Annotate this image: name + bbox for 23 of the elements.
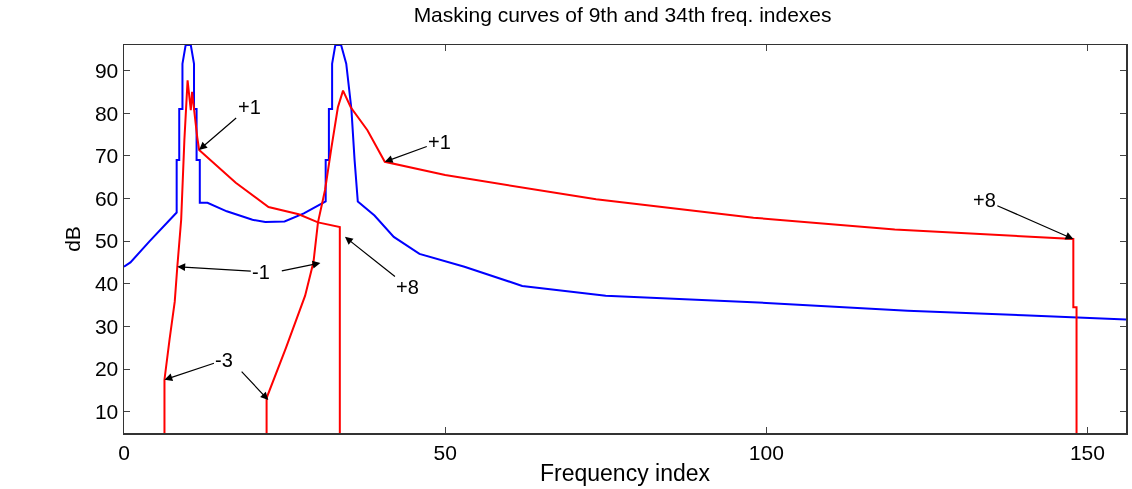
x-tick-label: 50	[433, 440, 457, 464]
x-tick-label: 150	[1069, 440, 1105, 464]
annotation: -1	[252, 261, 270, 283]
annotation: +8	[973, 189, 996, 211]
annotation: +1	[238, 96, 261, 118]
x-axis-title: Frequency index	[539, 460, 711, 487]
x-tick-label: 0	[118, 440, 130, 464]
chart-title: Masking curves of 9th and 34th freq. indexes	[413, 3, 832, 27]
y-tick-label: 10	[94, 400, 119, 424]
y-tick-label: 30	[94, 314, 119, 338]
y-tick-label: 40	[94, 272, 119, 296]
y-tick-label: 60	[94, 186, 119, 210]
y-tick-label: 20	[94, 357, 119, 381]
y-tick-label: 70	[94, 144, 119, 168]
x-tick-label: 100	[748, 440, 784, 464]
line-series	[124, 45, 1126, 321]
annotation: -3	[215, 349, 233, 371]
y-tick-label: 80	[94, 101, 119, 125]
annotation: +1	[428, 131, 451, 153]
y-tick-label: 50	[94, 229, 119, 253]
annotation: +8	[396, 276, 419, 298]
y-axis-title: dB	[61, 226, 85, 252]
y-tick-label: 90	[94, 58, 119, 82]
